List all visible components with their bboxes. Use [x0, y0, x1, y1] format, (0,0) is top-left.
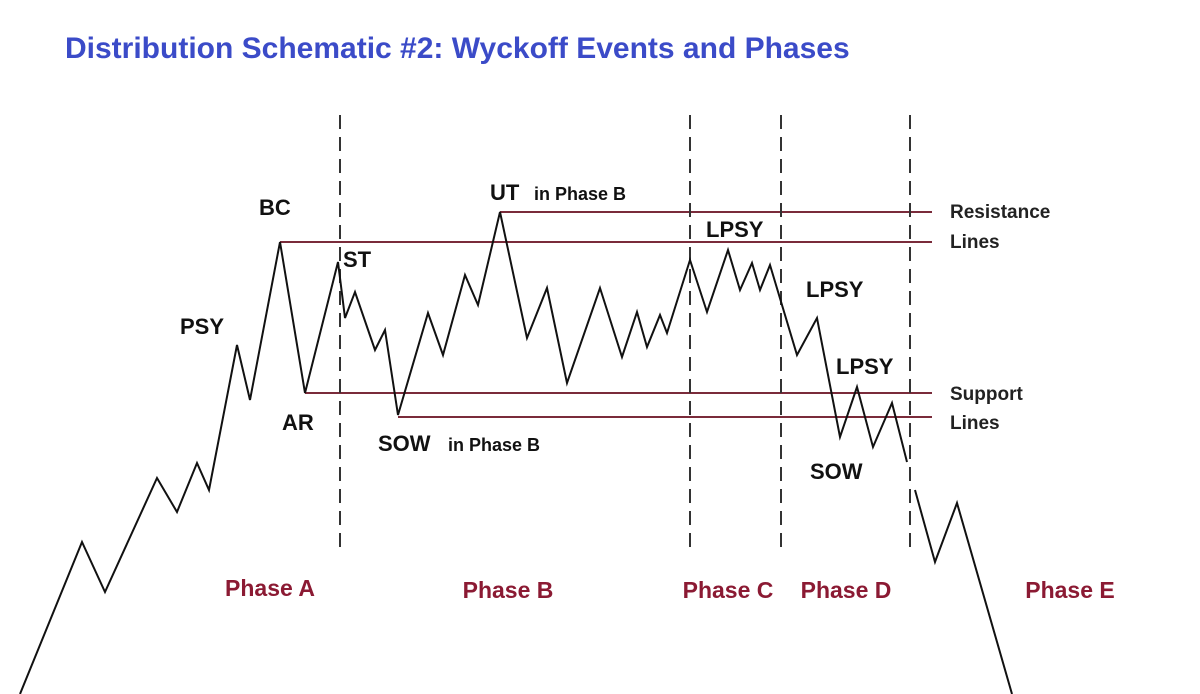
event-label: LPSY — [836, 354, 894, 379]
event-note: in Phase B — [534, 184, 626, 204]
event-label: SOW — [810, 459, 863, 484]
legend-label: Lines — [950, 413, 1000, 434]
resistance-lines — [280, 211, 932, 243]
phase-label: Phase A — [225, 575, 315, 601]
event-label: PSY — [180, 314, 224, 339]
legend-label: Support — [950, 384, 1023, 405]
phase-label: Phase E — [1025, 577, 1115, 603]
event-label: UT — [490, 180, 520, 205]
legend-label: Lines — [950, 232, 1000, 253]
event-label: ST — [343, 247, 372, 272]
legend-label: Resistance — [950, 202, 1050, 223]
phase-label: Phase D — [801, 577, 892, 603]
price-path — [914, 489, 1013, 694]
event-note: in Phase B — [448, 435, 540, 455]
event-label: BC — [259, 195, 291, 220]
event-label: LPSY — [706, 217, 764, 242]
support-lines — [305, 392, 932, 418]
phase-dividers — [339, 115, 911, 552]
phase-label: Phase C — [683, 577, 774, 603]
title: Distribution Schematic #2: Wyckoff Event… — [65, 32, 850, 65]
event-label: LPSY — [806, 277, 864, 302]
phase-label: Phase B — [463, 577, 554, 603]
event-label: SOW — [378, 431, 431, 456]
price-path — [19, 211, 908, 694]
event-label: AR — [282, 410, 314, 435]
